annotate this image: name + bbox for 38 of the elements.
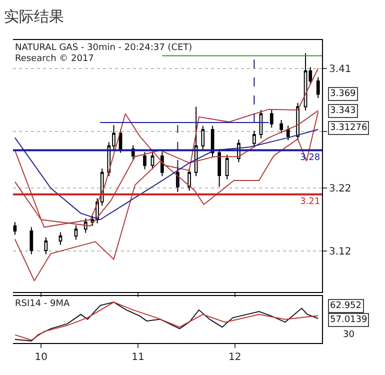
candlestick <box>90 215 94 226</box>
chart-title: RSI14 - 9MA <box>15 299 71 309</box>
candlestick <box>84 218 88 234</box>
candlestick <box>316 76 320 98</box>
candlestick <box>286 125 290 141</box>
candlestick <box>44 236 48 255</box>
candlestick <box>188 168 191 192</box>
chart-title: 实际结果 <box>4 7 64 26</box>
line-series <box>14 128 319 220</box>
candlestick <box>194 106 198 177</box>
x-tick-label: 12 <box>228 352 242 363</box>
text: 62.952 <box>330 301 362 311</box>
candlestick <box>30 226 34 255</box>
y-tick-label: 3.22 <box>329 184 352 195</box>
y-tick-label: 3.41 <box>329 64 352 75</box>
text: 3.343 <box>330 106 356 116</box>
text: 3.369 <box>330 89 356 99</box>
candlestick <box>270 109 274 128</box>
ref-line-label: 3.21 <box>300 197 320 207</box>
text: 3.31276 <box>330 123 368 133</box>
annotation: Research © 2017 <box>15 54 94 64</box>
x-tick-label: 10 <box>34 352 48 363</box>
candlestick <box>201 125 205 150</box>
candlestick <box>252 130 256 148</box>
x-tick-label: 11 <box>132 352 144 363</box>
candlestick <box>160 152 164 177</box>
candlestick <box>13 222 17 236</box>
candlestick <box>74 224 78 240</box>
candlestick <box>225 154 229 180</box>
y-tick-label: 3.12 <box>329 246 352 258</box>
chart-subtitle: NATURAL GAS - 30min - 20:24:37 (CET) <box>15 43 192 53</box>
text: 30 <box>343 330 355 340</box>
candlestick <box>150 152 154 170</box>
candlestick <box>280 120 283 134</box>
candlestick <box>143 152 146 170</box>
candlestick <box>58 232 62 246</box>
candlestick <box>218 148 222 188</box>
text: 57.0139 <box>330 315 368 325</box>
